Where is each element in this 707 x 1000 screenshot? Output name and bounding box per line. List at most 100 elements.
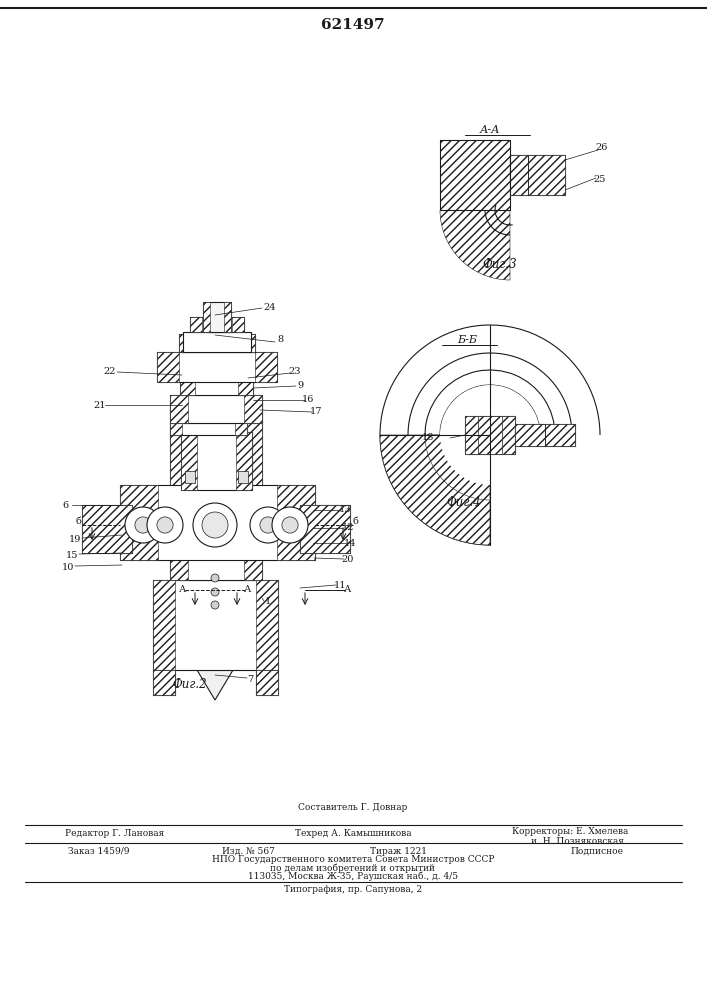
Bar xyxy=(224,302,231,332)
Bar xyxy=(277,485,315,560)
Circle shape xyxy=(272,507,308,543)
Text: Составитель Г. Довнар: Составитель Г. Довнар xyxy=(298,804,408,812)
Text: А: А xyxy=(245,585,252,594)
Circle shape xyxy=(125,507,161,543)
Text: А-А: А-А xyxy=(480,125,501,135)
Text: б: б xyxy=(352,518,358,526)
Bar xyxy=(183,332,251,352)
Bar xyxy=(235,423,247,435)
Text: по делам изобретений и открытий: по делам изобретений и открытий xyxy=(271,863,436,873)
Text: 621497: 621497 xyxy=(321,18,385,32)
Bar xyxy=(181,432,252,490)
Text: 14: 14 xyxy=(344,538,356,548)
Text: Фиг.4: Фиг.4 xyxy=(447,495,481,508)
Bar xyxy=(190,317,202,332)
Bar xyxy=(203,302,231,332)
Bar xyxy=(515,424,575,446)
Bar xyxy=(244,400,262,580)
Bar xyxy=(170,423,182,435)
Bar xyxy=(170,395,188,423)
Bar xyxy=(465,416,515,454)
Bar xyxy=(197,440,233,670)
Bar xyxy=(256,670,278,695)
Text: 6: 6 xyxy=(62,500,68,510)
Bar xyxy=(203,302,210,332)
Text: 22: 22 xyxy=(104,367,116,376)
Text: 24: 24 xyxy=(264,302,276,312)
Bar xyxy=(236,432,252,490)
Text: Редактор Г. Лановая: Редактор Г. Лановая xyxy=(65,830,165,838)
Text: 113035, Москва Ж-35, Раушская наб., д. 4/5: 113035, Москва Ж-35, Раушская наб., д. 4… xyxy=(248,871,458,881)
Bar xyxy=(255,352,277,382)
Bar xyxy=(528,155,565,195)
Bar xyxy=(256,580,278,670)
Bar xyxy=(180,375,253,395)
Wedge shape xyxy=(440,385,540,485)
Bar xyxy=(244,395,262,423)
Bar xyxy=(232,317,244,332)
Bar xyxy=(240,334,255,352)
Text: 10: 10 xyxy=(62,564,74,572)
Text: 20: 20 xyxy=(341,556,354,564)
Bar xyxy=(465,416,478,454)
Text: 17: 17 xyxy=(310,408,322,416)
Bar xyxy=(179,334,255,352)
Text: Тираж 1221: Тираж 1221 xyxy=(370,846,427,856)
Bar xyxy=(190,317,244,332)
Circle shape xyxy=(147,507,183,543)
Bar xyxy=(300,505,350,553)
Bar xyxy=(170,400,262,580)
Bar xyxy=(170,423,247,435)
Text: 9: 9 xyxy=(297,380,303,389)
Circle shape xyxy=(211,574,219,582)
Bar xyxy=(238,471,248,483)
Text: Подписное: Подписное xyxy=(570,846,623,856)
Text: Б-Б: Б-Б xyxy=(457,335,477,345)
Wedge shape xyxy=(440,210,510,280)
Bar xyxy=(179,334,194,352)
Circle shape xyxy=(211,601,219,609)
Text: 1: 1 xyxy=(265,597,271,606)
Bar xyxy=(120,485,315,560)
Text: Фиг.2: Фиг.2 xyxy=(173,678,207,692)
Circle shape xyxy=(250,507,286,543)
Bar xyxy=(515,424,545,446)
Wedge shape xyxy=(380,435,490,545)
Bar xyxy=(185,471,195,483)
Bar xyxy=(153,670,175,695)
Text: 25: 25 xyxy=(594,176,606,184)
Circle shape xyxy=(135,517,151,533)
Wedge shape xyxy=(425,435,490,500)
Text: б: б xyxy=(75,518,81,526)
Text: 18: 18 xyxy=(422,434,434,442)
Bar xyxy=(82,505,132,553)
Text: 16: 16 xyxy=(302,395,314,404)
Bar xyxy=(510,155,565,195)
Bar xyxy=(120,485,158,560)
Text: Заказ 1459/9: Заказ 1459/9 xyxy=(68,846,129,856)
Circle shape xyxy=(282,517,298,533)
Text: 8: 8 xyxy=(277,336,283,344)
Bar xyxy=(510,155,528,195)
Text: 7: 7 xyxy=(247,676,253,684)
Bar xyxy=(545,424,575,446)
Bar xyxy=(300,505,350,553)
Polygon shape xyxy=(197,670,233,700)
Bar xyxy=(502,416,515,454)
Circle shape xyxy=(157,517,173,533)
Text: 26: 26 xyxy=(596,143,608,152)
Circle shape xyxy=(260,517,276,533)
Text: 21: 21 xyxy=(94,400,106,410)
Bar xyxy=(82,505,132,553)
Bar xyxy=(157,352,179,382)
Circle shape xyxy=(211,588,219,596)
Text: А: А xyxy=(180,585,187,594)
Text: 23: 23 xyxy=(288,367,301,376)
Bar xyxy=(170,400,188,580)
Polygon shape xyxy=(440,140,510,210)
Bar xyxy=(153,580,278,670)
Bar xyxy=(153,580,175,670)
Bar xyxy=(256,670,278,695)
Text: 13: 13 xyxy=(339,506,351,514)
Text: Корректоры: Е. Хмелева: Корректоры: Е. Хмелева xyxy=(512,828,629,836)
